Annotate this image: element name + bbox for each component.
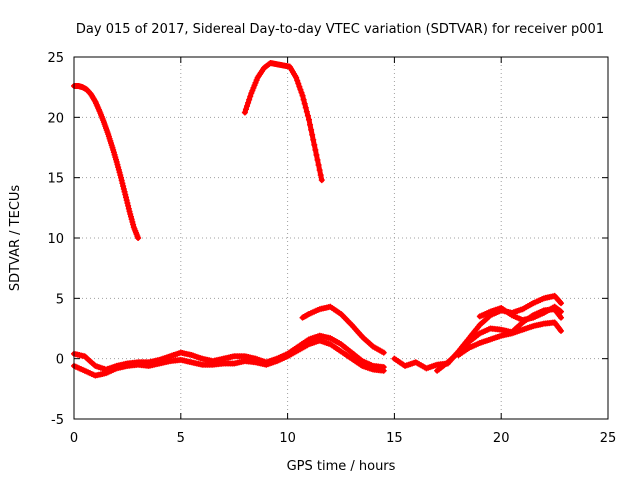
y-axis-label: SDTVAR / TECUs [8,185,23,292]
data-point-marker [558,308,565,315]
data-point-marker [122,191,129,198]
data-point-marker [311,141,318,148]
data-point-marker [117,174,124,181]
data-point-marker [558,300,565,307]
series-arc-5 [299,303,387,356]
data-point-marker [307,121,314,128]
data-point-marker [300,96,307,103]
data-series [71,60,565,379]
data-point-marker [242,106,249,113]
data-point-marker [558,327,565,334]
data-point-marker [247,93,254,100]
data-point-marker [302,104,309,111]
y-tick-label: 20 [47,111,64,126]
x-tick-label: 20 [493,431,510,446]
data-point-marker [118,177,125,184]
data-point-marker [301,100,308,107]
data-point-marker [125,205,132,212]
data-point-marker [244,103,251,110]
y-tick-label: 15 [47,172,64,187]
data-point-marker [246,96,253,103]
y-tick-label: 10 [47,232,64,247]
data-point-marker [125,202,132,209]
x-tick-label: 0 [70,431,78,446]
x-tick-label: 25 [600,431,617,446]
x-tick-label: 15 [386,431,403,446]
data-point-marker [120,185,127,192]
x-tick-labels: 0 5 10 15 20 25 [70,431,616,446]
data-point-marker [556,298,563,305]
series-arc-4 [71,337,387,379]
data-point-marker [135,235,142,241]
series-arc-8 [455,319,565,359]
data-point-marker [122,194,129,201]
y-tick-label: -5 [51,413,64,428]
data-point-marker [294,77,301,84]
data-point-marker [308,126,315,133]
series-line-arc-7 [434,306,564,374]
data-point-marker [313,151,320,158]
series-arc-9 [476,303,565,324]
data-point-marker [309,131,316,138]
data-point-marker [304,112,311,119]
data-point-marker [295,80,302,87]
data-point-marker [380,349,387,356]
series-arc-7 [434,306,565,374]
series-line-arc-1 [71,83,141,241]
y-tick-label: 5 [56,292,64,307]
data-point-marker [312,146,319,153]
data-point-marker [310,136,317,143]
data-point-marker [293,74,300,81]
series-arc-1 [71,82,142,241]
y-tick-label: 0 [56,353,64,368]
y-tick-labels: -5 0 5 10 15 20 25 [47,51,64,428]
data-point-marker [121,188,128,195]
data-point-marker [296,83,303,90]
data-point-marker [314,156,321,163]
data-point-marker [245,99,252,106]
x-tick-label: 10 [279,431,296,446]
data-point-marker [241,109,248,116]
y-tick-label: 25 [47,51,64,66]
x-tick-label: 5 [177,431,185,446]
data-point-marker [299,92,306,99]
data-point-marker [380,367,387,374]
data-point-marker [556,307,563,314]
series-arc-2 [241,60,325,184]
data-point-marker [316,167,323,174]
x-axis-label: GPS time / hours [287,459,396,474]
data-point-marker [305,116,312,123]
data-point-marker [318,177,325,184]
chart-title: Day 015 of 2017, Sidereal Day-to-day VTE… [76,22,604,37]
data-point-marker [317,172,324,179]
axis-ticks [73,56,609,420]
grid [74,57,608,419]
data-point-marker [120,183,127,190]
data-point-marker [298,89,305,96]
data-point-marker [119,180,126,187]
data-point-marker [124,200,131,207]
data-point-marker [558,314,565,321]
data-point-marker [123,197,130,204]
data-point-marker [303,108,310,115]
data-point-marker [315,161,322,168]
data-point-marker [297,86,304,93]
